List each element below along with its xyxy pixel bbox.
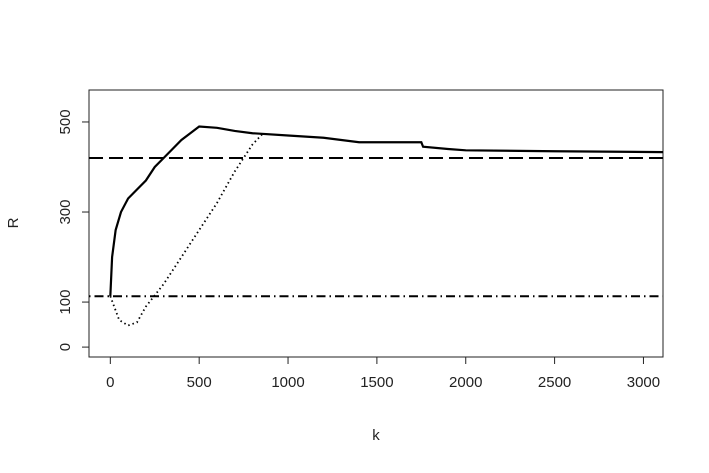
x-tick-label: 500: [187, 374, 212, 391]
x-tick-label: 2500: [538, 374, 571, 391]
x-tick-label: 1000: [271, 374, 304, 391]
series-line: [109, 125, 664, 297]
y-tick-label: 500: [57, 109, 74, 134]
y-axis-label: R: [5, 217, 22, 228]
x-tick-label: 0: [106, 374, 114, 391]
y-tick-label: 0: [57, 343, 74, 351]
x-tick-label: 2000: [449, 374, 482, 391]
y-tick-label: 300: [57, 200, 74, 225]
y-tick-label: 100: [57, 290, 74, 315]
x-axis-label: k: [372, 427, 380, 444]
series-line: [109, 132, 264, 327]
plot-box: [88, 89, 664, 358]
x-tick-label: 3000: [627, 374, 660, 391]
x-tick-label: 1500: [360, 374, 393, 391]
